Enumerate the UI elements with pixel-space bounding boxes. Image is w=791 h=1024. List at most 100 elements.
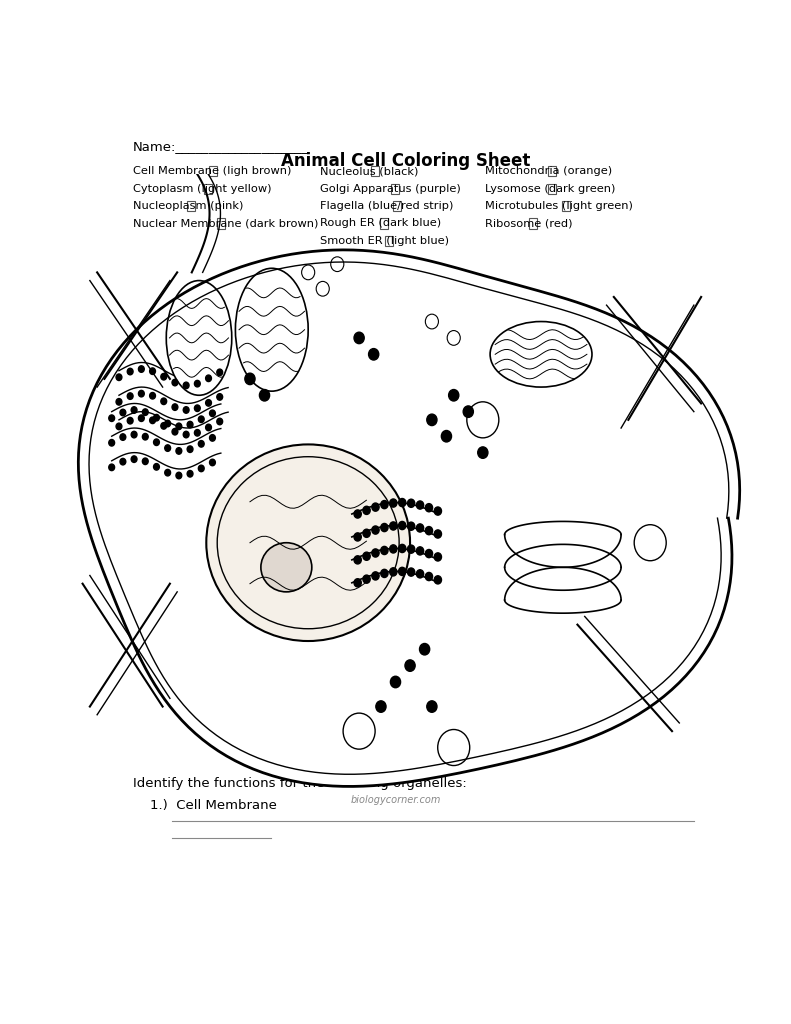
Circle shape — [176, 423, 182, 430]
Circle shape — [478, 446, 488, 459]
Circle shape — [447, 331, 460, 345]
Circle shape — [390, 545, 397, 553]
Circle shape — [363, 506, 370, 514]
Circle shape — [199, 416, 204, 423]
Circle shape — [206, 399, 211, 407]
Text: Cell Membrane (ligh brown): Cell Membrane (ligh brown) — [133, 166, 291, 176]
Circle shape — [120, 434, 126, 440]
Circle shape — [434, 507, 441, 515]
Circle shape — [199, 465, 204, 472]
Circle shape — [416, 547, 424, 555]
Circle shape — [419, 643, 430, 655]
Circle shape — [153, 464, 159, 470]
Circle shape — [149, 392, 156, 399]
Circle shape — [407, 545, 414, 553]
Circle shape — [416, 524, 424, 532]
Text: Nucleoplasm (pink): Nucleoplasm (pink) — [133, 201, 243, 211]
Circle shape — [426, 526, 433, 535]
Circle shape — [142, 409, 148, 416]
Circle shape — [153, 439, 159, 445]
Bar — [548, 166, 556, 176]
Circle shape — [363, 552, 370, 560]
Ellipse shape — [218, 457, 399, 629]
Circle shape — [363, 575, 370, 584]
Bar — [562, 201, 570, 211]
Circle shape — [376, 700, 386, 713]
Circle shape — [109, 415, 115, 422]
Bar — [385, 236, 393, 246]
Circle shape — [116, 398, 122, 406]
Circle shape — [210, 434, 215, 441]
Circle shape — [142, 433, 148, 440]
Circle shape — [416, 501, 424, 509]
Circle shape — [120, 459, 126, 465]
Circle shape — [426, 572, 433, 581]
Circle shape — [354, 332, 364, 344]
Circle shape — [427, 700, 437, 713]
Circle shape — [131, 456, 137, 463]
Circle shape — [138, 415, 144, 422]
Circle shape — [184, 382, 189, 389]
Text: Identify the functions for the following organelles:: Identify the functions for the following… — [133, 777, 467, 791]
Circle shape — [109, 439, 115, 446]
Text: Lysomose (dark green): Lysomose (dark green) — [485, 183, 615, 194]
Text: Cytoplasm (light yellow): Cytoplasm (light yellow) — [133, 183, 271, 194]
Circle shape — [149, 368, 156, 375]
Bar — [209, 166, 218, 176]
Bar — [187, 201, 195, 211]
Circle shape — [206, 375, 211, 382]
Text: Mitochondria (orange): Mitochondria (orange) — [485, 166, 612, 176]
Circle shape — [161, 398, 167, 404]
Circle shape — [165, 444, 171, 452]
Circle shape — [380, 547, 388, 555]
Circle shape — [354, 579, 361, 587]
Circle shape — [165, 469, 171, 476]
Text: Microtubules (light green): Microtubules (light green) — [485, 201, 633, 211]
Circle shape — [172, 428, 178, 435]
Circle shape — [390, 499, 397, 507]
Circle shape — [138, 366, 144, 373]
Text: Ribosome (red): Ribosome (red) — [485, 218, 573, 228]
Circle shape — [441, 430, 452, 442]
Text: Nucleolus (black): Nucleolus (black) — [320, 166, 418, 176]
Circle shape — [331, 257, 344, 271]
Bar — [391, 183, 399, 194]
Circle shape — [195, 380, 200, 387]
Circle shape — [184, 407, 189, 414]
Circle shape — [210, 410, 215, 417]
Circle shape — [116, 374, 122, 381]
Circle shape — [172, 403, 178, 411]
Circle shape — [372, 549, 379, 557]
Circle shape — [184, 431, 189, 438]
Circle shape — [149, 417, 156, 424]
Circle shape — [206, 424, 211, 431]
Circle shape — [407, 499, 414, 507]
Circle shape — [407, 522, 414, 530]
Circle shape — [407, 568, 414, 577]
Circle shape — [343, 713, 375, 750]
Circle shape — [195, 404, 200, 412]
Text: Nuclear Membrane (dark brown): Nuclear Membrane (dark brown) — [133, 218, 318, 228]
Circle shape — [172, 379, 178, 386]
Circle shape — [217, 393, 222, 400]
Circle shape — [399, 567, 406, 575]
Ellipse shape — [490, 322, 592, 387]
Circle shape — [153, 415, 159, 421]
Circle shape — [437, 729, 470, 766]
Circle shape — [176, 472, 182, 479]
Text: Golgi Apparatus (purple): Golgi Apparatus (purple) — [320, 183, 460, 194]
Text: Name:____________________: Name:____________________ — [133, 140, 308, 154]
Circle shape — [131, 407, 137, 414]
Circle shape — [380, 501, 388, 509]
Circle shape — [217, 418, 222, 425]
Circle shape — [120, 410, 126, 416]
Circle shape — [390, 567, 397, 575]
Circle shape — [391, 676, 400, 688]
Ellipse shape — [166, 281, 232, 395]
Circle shape — [127, 418, 133, 424]
Circle shape — [187, 421, 193, 428]
Bar — [380, 218, 388, 228]
Circle shape — [448, 389, 459, 401]
Circle shape — [434, 575, 441, 584]
Text: biologycorner.com: biologycorner.com — [350, 795, 441, 805]
